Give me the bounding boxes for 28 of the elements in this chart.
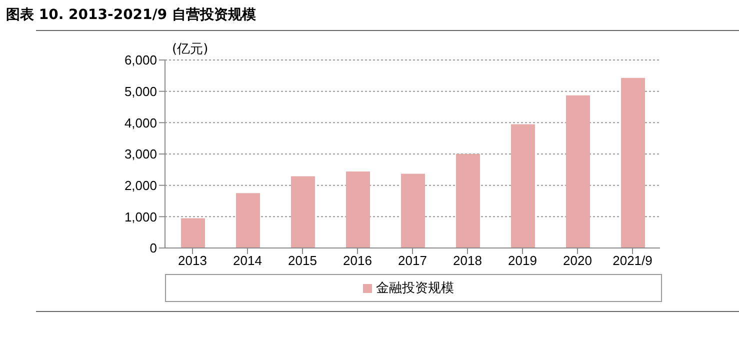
bar bbox=[181, 218, 205, 248]
bar bbox=[621, 78, 645, 248]
bar bbox=[236, 193, 260, 248]
x-tick-label: 2014 bbox=[233, 253, 262, 268]
x-tick-label: 2015 bbox=[288, 253, 317, 268]
legend-label: 金融投资规模 bbox=[376, 280, 454, 295]
x-tick-label: 2018 bbox=[453, 253, 482, 268]
x-tick-label: 2017 bbox=[398, 253, 427, 268]
chart-title: 图表 10. 2013-2021/9 自营投资规模 bbox=[6, 6, 256, 24]
bar bbox=[401, 174, 425, 248]
y-tick-label: 4,000 bbox=[124, 115, 157, 130]
bar bbox=[566, 95, 590, 248]
bar bbox=[511, 124, 535, 248]
y-axis-title: (亿元) bbox=[172, 41, 208, 58]
x-tick-label: 2021/9 bbox=[612, 253, 652, 268]
bar bbox=[346, 172, 370, 248]
y-tick-label: 3,000 bbox=[124, 146, 157, 162]
x-tick-label: 2019 bbox=[508, 253, 537, 268]
y-tick-label: 0 bbox=[150, 240, 157, 256]
bar bbox=[456, 154, 480, 248]
x-tick-label: 2013 bbox=[178, 253, 207, 268]
bar bbox=[291, 176, 315, 248]
y-tick-label: 6,000 bbox=[124, 52, 157, 68]
y-tick-label: 2,000 bbox=[124, 178, 157, 193]
y-tick-label: 1,000 bbox=[124, 209, 157, 224]
y-tick-label: 5,000 bbox=[124, 84, 157, 99]
x-tick-label: 2016 bbox=[343, 253, 372, 268]
x-tick-label: 2020 bbox=[563, 253, 592, 268]
